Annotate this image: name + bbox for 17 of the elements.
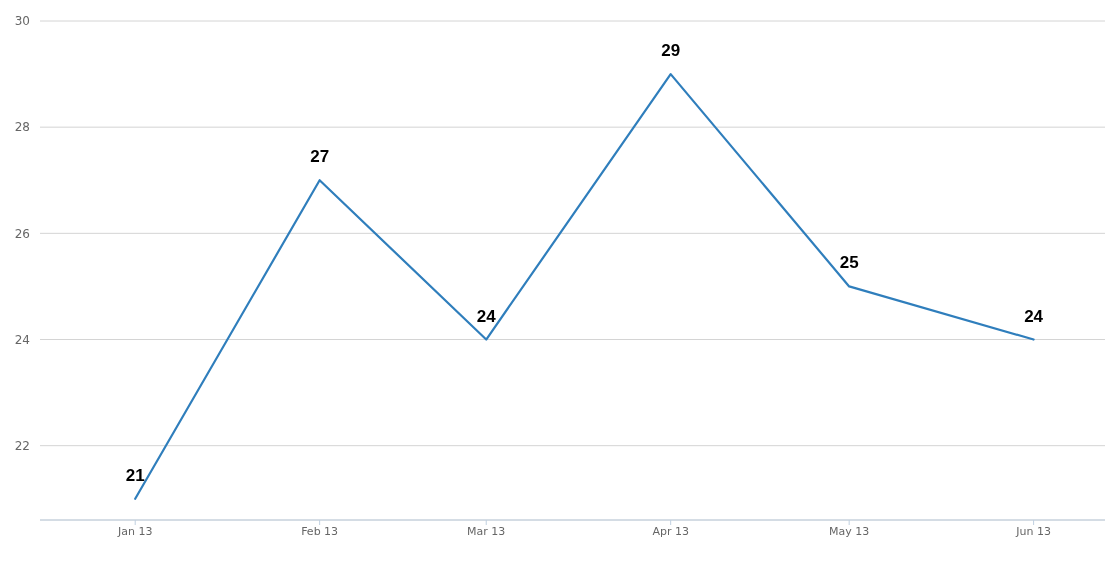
x-tick-label: Mar 13: [467, 524, 506, 538]
x-tick-label: Jun 13: [1015, 524, 1051, 538]
y-tick-label: 26: [14, 226, 30, 241]
data-label: 21: [125, 465, 145, 485]
data-label: 24: [1024, 306, 1044, 326]
x-tick-label: May 13: [829, 524, 870, 538]
x-tick-label: Feb 13: [301, 524, 339, 538]
y-tick-label: 22: [14, 438, 30, 453]
y-tick-label: 28: [14, 120, 30, 135]
y-tick-label: 24: [14, 332, 30, 347]
x-tick-label: Apr 13: [652, 524, 689, 538]
y-tick-label: 30: [14, 14, 30, 29]
x-tick-label: Jan 13: [116, 524, 153, 538]
data-label: 25: [839, 253, 859, 273]
data-label: 24: [476, 306, 497, 326]
data-label: 29: [661, 41, 681, 61]
data-label: 27: [310, 147, 330, 167]
